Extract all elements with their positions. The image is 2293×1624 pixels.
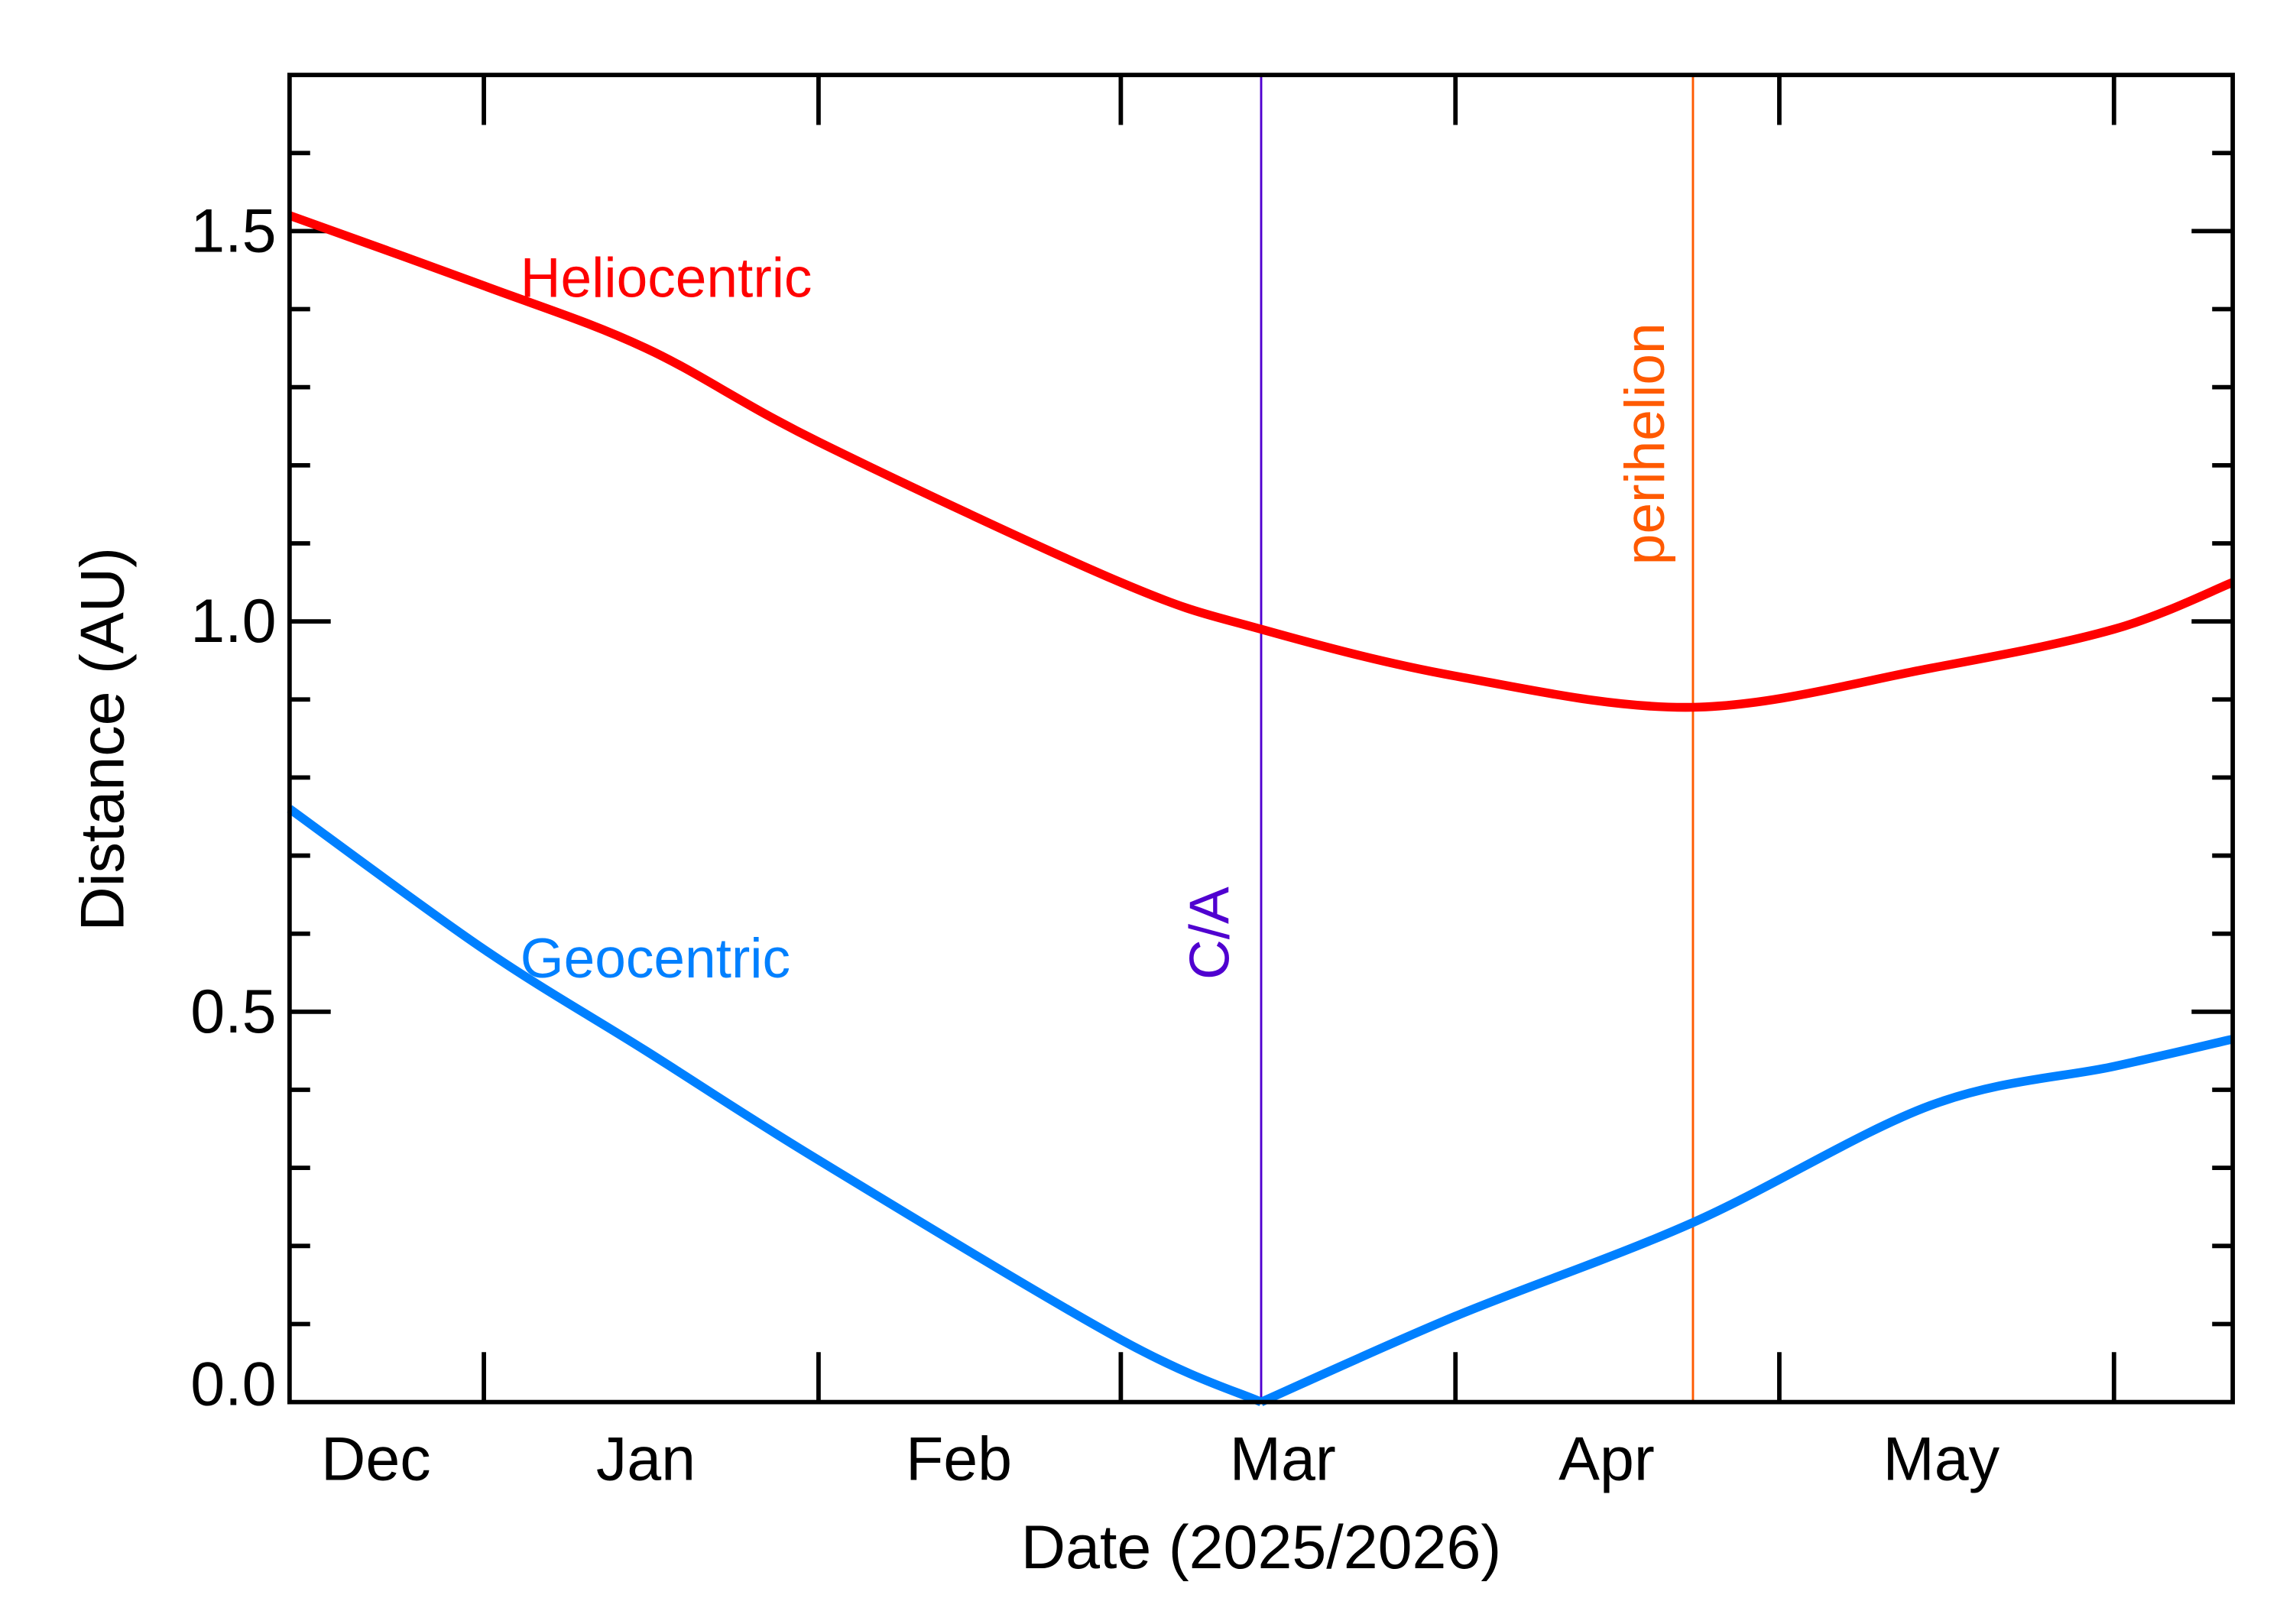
x-tick-label: Apr <box>1558 1425 1655 1494</box>
y-tick-label: 1.5 <box>190 196 276 265</box>
y-axis-title: Distance (AU) <box>69 547 138 932</box>
series-line-heliocentric <box>287 211 2235 712</box>
x-tick-label: May <box>1883 1425 2000 1494</box>
series-label-geocentric: Geocentric <box>521 928 790 990</box>
x-tick-label: Dec <box>321 1425 431 1494</box>
y-tick-label: 0.5 <box>190 977 276 1046</box>
x-tick-label: Mar <box>1230 1425 1336 1494</box>
x-tick-label: Jan <box>596 1425 696 1494</box>
y-tick-label: 0.0 <box>190 1350 276 1418</box>
annotation-ca-label: C/A <box>1179 887 1241 980</box>
annotation-perihelion-label: perihelion <box>1614 323 1676 565</box>
series-label-heliocentric: Heliocentric <box>521 247 812 309</box>
series-line-geocentric <box>1259 1034 2234 1406</box>
plot-frame <box>287 73 2236 1405</box>
x-axis-title: Date (2025/2026) <box>1021 1513 1502 1582</box>
x-tick-label: Feb <box>906 1425 1012 1494</box>
y-tick-label: 1.0 <box>190 587 276 656</box>
series-line-geocentric <box>287 805 1263 1406</box>
